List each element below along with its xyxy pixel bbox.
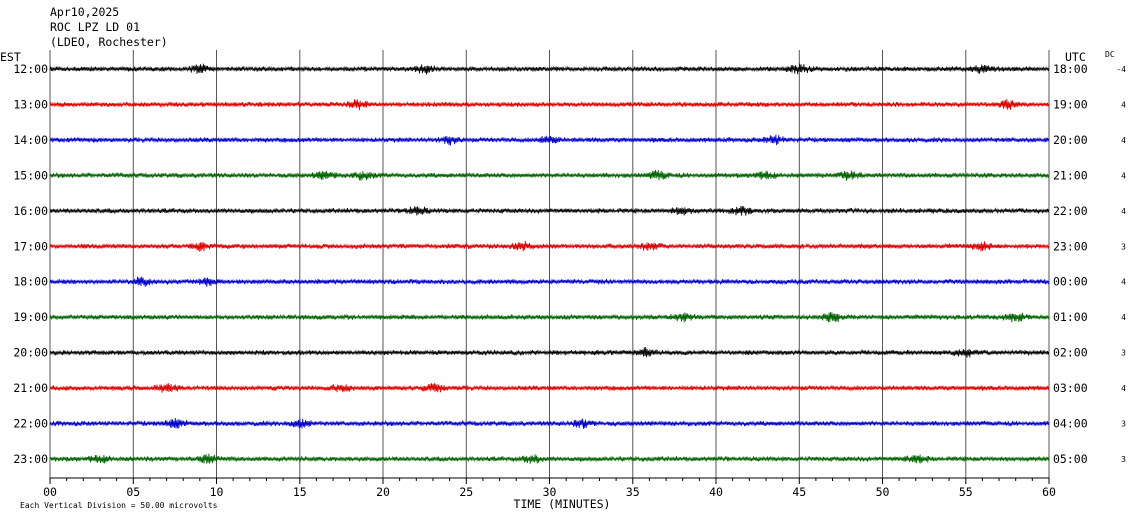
- utc-time-label: 05:00: [1053, 452, 1088, 466]
- utc-time-label: 21:00: [1053, 168, 1088, 182]
- est-time-label: 17:00: [13, 239, 48, 253]
- dc-offset-label: 4: [1121, 101, 1126, 110]
- trace-row-2200: [49, 417, 1050, 429]
- trace-row-1300: [49, 99, 1050, 111]
- x-tick-label: 25: [459, 485, 473, 499]
- utc-axis-label: UTC: [1065, 50, 1086, 64]
- trace-row-2100: [49, 382, 1050, 393]
- x-tick-label: 05: [126, 485, 140, 499]
- utc-time-label: 01:00: [1053, 310, 1088, 324]
- grid-lines: [49, 50, 1050, 478]
- utc-time-label: 19:00: [1053, 98, 1088, 112]
- dc-offset-label: 3: [1121, 242, 1126, 251]
- dc-offset-label: 3: [1121, 420, 1126, 429]
- est-time-label: 16:00: [13, 204, 48, 218]
- row-labels: 12:00 18:00 -4 13:00 19:00 4 14:00 20:00 4 15:00 2…: [13, 62, 1126, 466]
- trace-row-1600: [49, 205, 1050, 216]
- trace-row-1200: [49, 63, 1050, 75]
- dc-offset-label: 4: [1121, 207, 1126, 216]
- dc-offset-label: 3: [1121, 455, 1126, 464]
- dc-offset-label: 3: [1121, 349, 1126, 358]
- header-date: Apr10,2025: [50, 5, 119, 19]
- dc-offset-label: -4: [1116, 65, 1126, 74]
- x-tick-label: 20: [376, 485, 390, 499]
- est-time-label: 13:00: [13, 98, 48, 112]
- dc-offset-label: 4: [1121, 171, 1126, 180]
- dc-label: DC: [1105, 50, 1115, 59]
- trace-row-1800: [49, 276, 1050, 287]
- x-tick-label: 35: [626, 485, 640, 499]
- dc-offset-label: 4: [1121, 136, 1126, 145]
- trace-row-2000: [49, 346, 1050, 358]
- est-time-label: 14:00: [13, 133, 48, 147]
- est-time-label: 22:00: [13, 417, 48, 431]
- x-tick-label: 60: [1042, 485, 1056, 499]
- scale-note: Each Vertical Division = 50.00 microvolt…: [20, 501, 218, 510]
- x-tick-label: 45: [792, 485, 806, 499]
- x-tick-label: 10: [210, 485, 224, 499]
- est-time-label: 15:00: [13, 168, 48, 182]
- trace-row-2300: [49, 453, 1050, 464]
- seismic-traces: [49, 63, 1050, 464]
- x-tick-label: 40: [709, 485, 723, 499]
- dc-offset-label: 4: [1121, 384, 1126, 393]
- utc-time-label: 23:00: [1053, 239, 1088, 253]
- utc-time-label: 18:00: [1053, 62, 1088, 76]
- est-time-label: 19:00: [13, 310, 48, 324]
- dc-offset-label: 4: [1121, 278, 1126, 287]
- est-time-label: 23:00: [13, 452, 48, 466]
- x-tick-label: 15: [293, 485, 307, 499]
- x-tick-label: 50: [876, 485, 890, 499]
- utc-time-label: 02:00: [1053, 346, 1088, 360]
- est-time-label: 12:00: [13, 62, 48, 76]
- utc-time-label: 00:00: [1053, 275, 1088, 289]
- x-axis-label: TIME (MINUTES): [514, 497, 611, 511]
- trace-row-1900: [49, 312, 1050, 323]
- header-station: ROC LPZ LD 01: [50, 20, 140, 34]
- trace-row-1400: [49, 134, 1050, 146]
- est-time-label: 21:00: [13, 381, 48, 395]
- x-tick-label: 30: [543, 485, 557, 499]
- x-axis: 00 05 10 15 20 25 30 35 40 45 50 55 60: [43, 477, 1056, 499]
- x-tick-label: 55: [959, 485, 973, 499]
- utc-time-label: 20:00: [1053, 133, 1088, 147]
- est-time-label: 18:00: [13, 275, 48, 289]
- est-axis-label: EST: [0, 50, 21, 64]
- dc-offset-label: 4: [1121, 313, 1126, 322]
- x-tick-label: 00: [43, 485, 57, 499]
- utc-time-label: 03:00: [1053, 381, 1088, 395]
- header-network: (LDEO, Rochester): [50, 35, 168, 49]
- est-time-label: 20:00: [13, 346, 48, 360]
- utc-time-label: 22:00: [1053, 204, 1088, 218]
- utc-time-label: 04:00: [1053, 417, 1088, 431]
- trace-row-1700: [49, 240, 1050, 252]
- trace-row-1500: [49, 169, 1050, 181]
